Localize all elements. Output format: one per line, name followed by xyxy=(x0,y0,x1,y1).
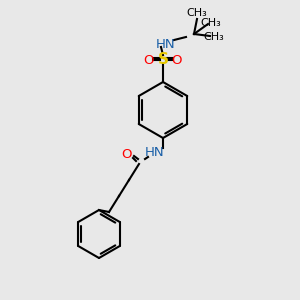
Text: S: S xyxy=(158,52,169,68)
Text: CH₃: CH₃ xyxy=(201,18,221,28)
Text: CH₃: CH₃ xyxy=(204,32,224,42)
Text: HN: HN xyxy=(145,146,165,158)
Text: CH₃: CH₃ xyxy=(187,8,207,18)
Text: O: O xyxy=(122,148,132,160)
Text: O: O xyxy=(172,53,182,67)
Text: O: O xyxy=(144,53,154,67)
Text: HN: HN xyxy=(156,38,176,50)
